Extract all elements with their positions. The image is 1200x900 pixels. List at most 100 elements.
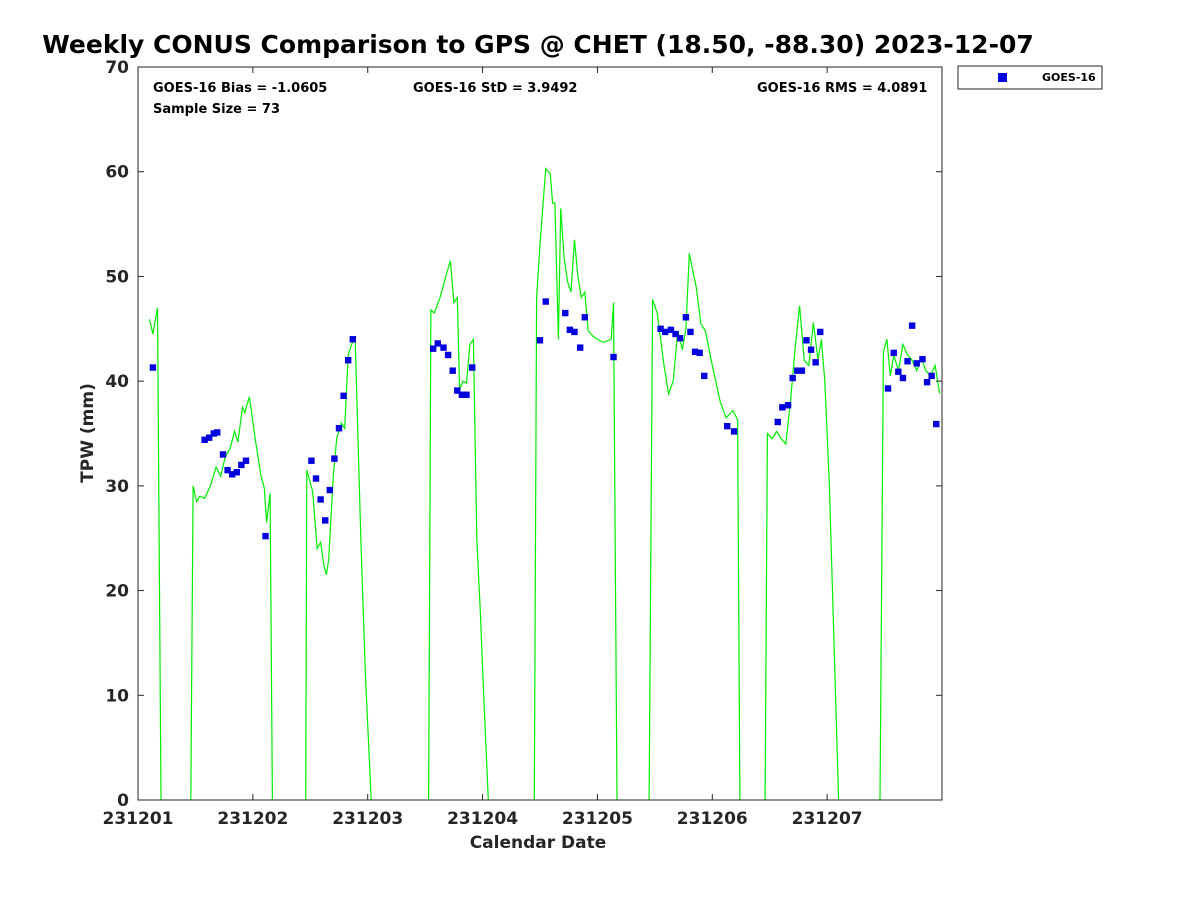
goes16-data-point — [701, 372, 708, 380]
goes16-data-point — [661, 328, 669, 336]
stat-sample-size: Sample Size = 73 — [153, 102, 280, 117]
goes16-data-point — [913, 360, 920, 367]
y-tick-label: 40 — [105, 372, 129, 392]
goes16-data-point — [322, 517, 329, 524]
goes16-data-point — [469, 364, 476, 371]
goes16-data-point — [730, 428, 738, 435]
goes16-data-point — [454, 387, 461, 394]
plot-area-frame — [137, 66, 943, 801]
gps-tpw-line-segment — [533, 167, 618, 801]
goes16-data-point — [542, 298, 549, 305]
goes16-data-point — [308, 457, 315, 464]
goes16-data-point — [434, 340, 441, 347]
goes16-data-point — [562, 309, 569, 317]
goes16-data-point — [676, 335, 684, 342]
gps-tpw-line-segment — [190, 396, 273, 801]
x-tick-label: 231202 — [217, 809, 288, 829]
goes16-data-point — [331, 455, 338, 462]
plot-series — [148, 167, 941, 801]
x-tick-label: 231205 — [562, 809, 633, 829]
goes16-data-point — [817, 328, 824, 336]
goes16-data-point — [349, 336, 356, 343]
goes16-data-point — [571, 328, 578, 336]
goes16-data-point — [784, 402, 792, 409]
goes16-data-point — [691, 348, 699, 356]
legend-label-goes16: GOES-16 — [1042, 71, 1096, 84]
stat-rms: GOES-16 RMS = 4.0891 — [757, 81, 927, 96]
goes16-data-point — [581, 314, 588, 321]
goes16-data-point — [884, 385, 892, 392]
goes16-data-point — [724, 422, 731, 430]
goes16-data-point — [458, 391, 466, 398]
gps-tpw-line-segment — [148, 307, 162, 801]
x-tick-label: 231206 — [677, 809, 748, 829]
y-tick-label: 30 — [105, 477, 129, 497]
goes16-data-point — [214, 429, 221, 436]
x-tick-label: 231204 — [447, 809, 518, 829]
goes16-data-point — [687, 328, 694, 336]
goes16-data-point — [440, 344, 447, 351]
goes16-data-point — [444, 351, 452, 359]
goes16-data-point — [224, 466, 231, 474]
x-tick-label: 231203 — [332, 809, 403, 829]
legend-box — [957, 65, 1103, 90]
goes16-data-point — [696, 349, 703, 357]
stat-bias: GOES-16 Bias = -1.0605 — [153, 81, 327, 96]
goes16-data-point — [577, 344, 584, 351]
goes16-data-point — [536, 337, 544, 344]
goes16-data-point — [919, 355, 926, 363]
y-tick-label: 60 — [105, 163, 129, 183]
goes16-data-point — [312, 475, 320, 482]
goes16-data-point — [789, 374, 796, 382]
legend: GOES-16 — [957, 65, 1103, 90]
goes16-data-point — [812, 359, 819, 366]
goes16-data-point — [344, 357, 352, 364]
goes16-data-point — [219, 451, 227, 458]
goes16-data-point — [238, 461, 245, 469]
y-tick-label: 50 — [105, 267, 129, 287]
legend-marker-goes16 — [998, 73, 1007, 82]
goes16-data-point — [566, 326, 574, 334]
goes16-data-point — [201, 436, 208, 443]
x-tick-label: 231207 — [792, 809, 863, 829]
goes16-data-point — [672, 330, 679, 338]
gps-tpw-line-segment — [648, 253, 741, 801]
goes16-data-point — [807, 346, 815, 353]
x-axis-label: Calendar Date — [470, 833, 607, 853]
y-tick-label: 0 — [117, 791, 129, 811]
goes16-data-point — [335, 425, 343, 432]
goes16-data-point — [908, 322, 916, 329]
goes16-data-point — [210, 430, 218, 437]
goes16-data-point — [233, 469, 240, 476]
goes16-data-point — [895, 368, 902, 375]
y-tick-label: 10 — [105, 686, 129, 706]
chart-title: Weekly CONUS Comparison to GPS @ CHET (1… — [42, 30, 1034, 59]
goes16-data-point — [798, 367, 806, 374]
y-tick-label: 70 — [105, 58, 129, 78]
goes16-data-point — [149, 364, 157, 371]
gps-tpw-line-segment — [764, 305, 840, 801]
goes16-data-point — [928, 372, 935, 380]
goes16-data-point — [923, 378, 931, 386]
goes16-data-point — [774, 418, 781, 426]
stat-std: GOES-16 StD = 3.9492 — [413, 81, 577, 96]
goes16-data-point — [904, 358, 911, 365]
goes16-data-point — [262, 532, 269, 540]
goes16-data-point — [463, 391, 470, 398]
goes16-data-point — [242, 457, 250, 464]
goes16-data-point — [933, 420, 940, 428]
goes16-data-point — [610, 353, 617, 361]
axes: 0 10 20 30 40 50 60 70 231201 231202 231203 231204 2… — [103, 58, 942, 829]
goes16-data-point — [317, 496, 324, 503]
goes16-data-point — [429, 345, 437, 352]
goes16-data-point — [449, 367, 456, 374]
goes16-data-point — [667, 326, 675, 334]
goes16-data-point — [340, 392, 347, 400]
goes16-data-point — [326, 486, 334, 494]
goes16-data-point — [794, 367, 801, 374]
y-axis-label: TPW (mm) — [78, 383, 98, 483]
goes16-data-point — [682, 314, 690, 321]
goes16-data-point — [803, 337, 810, 344]
